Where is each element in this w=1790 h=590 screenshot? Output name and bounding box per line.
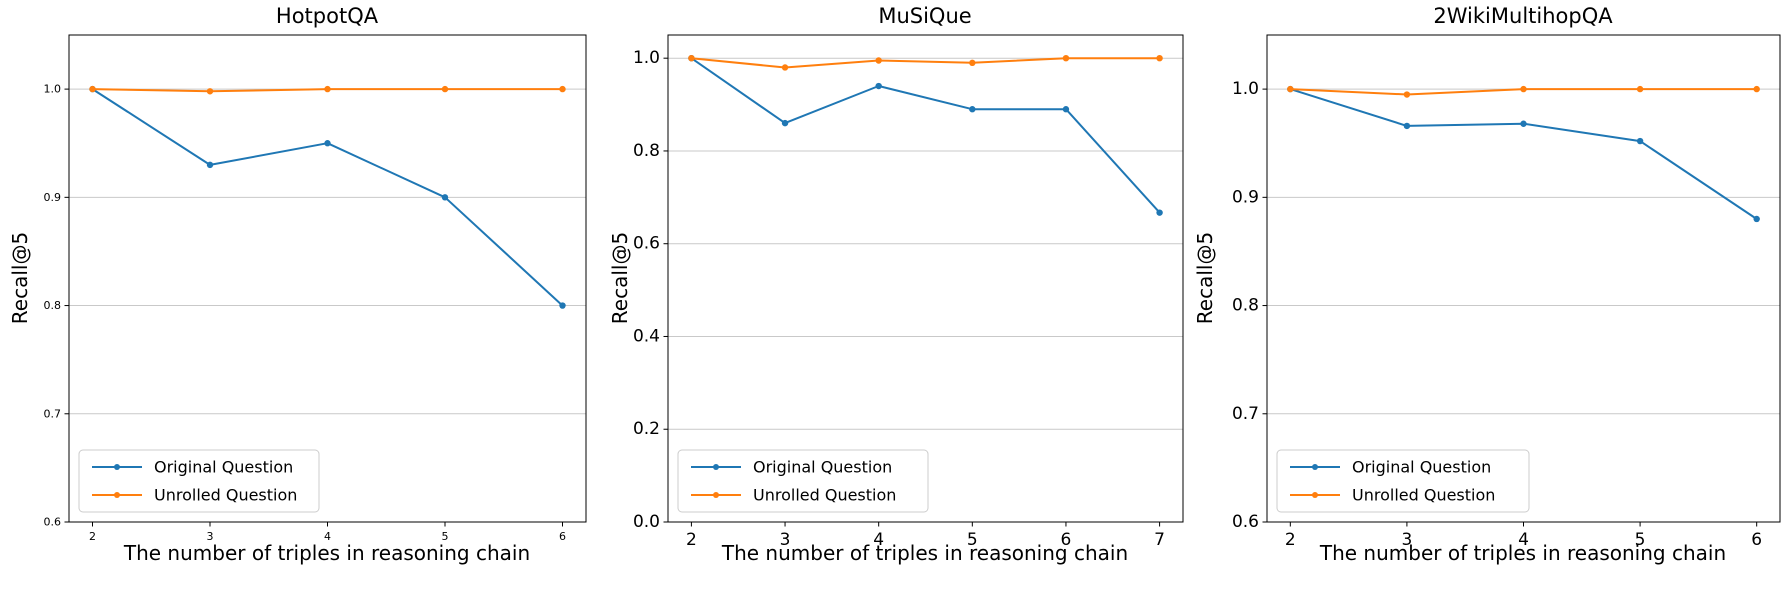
x-tick-label: 7	[1154, 530, 1165, 550]
y-tick-label: 0.6	[44, 516, 62, 529]
axes-frame	[1266, 34, 1781, 523]
x-tick-label: 2	[1285, 530, 1296, 550]
data-point-marker	[89, 85, 96, 93]
chart-title-hotpotqa: HotpotQA	[275, 4, 379, 28]
y-tick-label: 0.8	[44, 299, 62, 312]
legend-label: Original Question	[753, 458, 892, 477]
data-point-marker	[969, 106, 976, 113]
y-tick-label: 0.9	[1232, 187, 1259, 207]
data-point-marker	[1753, 85, 1760, 93]
legend-marker	[1312, 464, 1318, 470]
y-axis-label: Recall@5	[8, 231, 32, 325]
axes-frame	[68, 34, 587, 523]
legend-marker	[713, 464, 719, 470]
x-tick-label: 3	[207, 530, 214, 543]
legend-marker	[114, 492, 120, 498]
data-point-marker	[324, 85, 331, 93]
legend-marker	[713, 492, 719, 498]
y-tick-label: 1.0	[44, 83, 62, 96]
y-tick-label: 0.7	[1232, 404, 1259, 424]
data-point-marker	[206, 88, 214, 95]
subplot-2wikimultihopqa: 1.0 0.9 0.8 0.7 0.6 2 3 4 5 6 Original Question Unr…	[1232, 34, 1781, 550]
data-point-marker	[441, 85, 449, 93]
data-point-marker	[1403, 122, 1411, 130]
data-point-marker	[1403, 91, 1411, 98]
x-tick-label: 3	[1401, 530, 1412, 550]
data-point-marker	[1636, 137, 1644, 145]
x-tick-label: 5	[442, 530, 449, 543]
data-point-marker	[1636, 85, 1644, 93]
data-point-marker	[1287, 85, 1294, 93]
x-tick-label: 2	[89, 530, 96, 543]
y-tick-label: 1.0	[1232, 79, 1259, 99]
x-tick-label: 3	[780, 530, 791, 550]
data-point-marker	[969, 59, 976, 67]
data-point-marker	[1520, 85, 1527, 93]
y-axis-label: Recall@5	[1193, 231, 1217, 325]
legend-label: Original Question	[1352, 458, 1491, 477]
data-point-marker	[875, 57, 882, 64]
data-point-marker	[781, 119, 789, 127]
subplot-hotpotqa: 1.0 0.9 0.8 0.7 0.6 2 3 4 5 6 Original Question Unr…	[44, 34, 587, 543]
series-line-original	[1289, 88, 1758, 220]
x-axis-label: The number of triples in reasoning chain	[123, 541, 531, 565]
subplot-musique: 1.0 0.8 0.6 0.4 0.2 0.0 2 3 4 5 6 7 Original Questio…	[633, 34, 1184, 550]
axes-frame	[667, 34, 1184, 523]
data-point-marker	[559, 85, 566, 93]
x-tick-label: 4	[1518, 530, 1529, 550]
legend-marker	[1312, 492, 1318, 498]
chart-title-2wikimultihopqa: 2WikiMultihopQA	[1433, 4, 1613, 28]
legend-box	[78, 449, 320, 513]
data-point-marker	[324, 140, 331, 147]
x-axis-label: The number of triples in reasoning chain	[721, 541, 1129, 565]
y-tick-label: 0.8	[633, 141, 660, 161]
data-point-marker	[206, 161, 214, 169]
data-point-marker	[1062, 106, 1070, 113]
legend-label: Unrolled Question	[753, 486, 896, 505]
x-tick-label: 6	[1751, 530, 1762, 550]
x-tick-label: 5	[1635, 530, 1646, 550]
y-tick-label: 1.0	[633, 48, 660, 68]
y-tick-label: 0.0	[633, 512, 660, 532]
y-tick-label: 0.8	[1232, 296, 1259, 316]
legend-box	[1276, 449, 1530, 513]
x-tick-label: 6	[559, 530, 566, 543]
y-tick-label: 0.7	[44, 407, 62, 420]
data-point-marker	[688, 54, 695, 62]
y-axis-label: Recall@5	[608, 231, 632, 325]
legend-marker	[114, 464, 120, 470]
y-tick-label: 0.9	[44, 191, 62, 204]
data-point-marker	[1156, 209, 1163, 216]
x-tick-label: 4	[873, 530, 884, 550]
x-tick-label: 2	[686, 530, 697, 550]
legend-label: Original Question	[154, 458, 293, 477]
legend-label: Unrolled Question	[1352, 486, 1495, 505]
x-tick-label: 4	[324, 530, 331, 543]
series-line-unrolled	[691, 57, 1160, 69]
data-point-marker	[875, 82, 882, 90]
y-tick-label: 0.6	[633, 234, 660, 254]
y-tick-label: 0.6	[1232, 512, 1259, 532]
legend-box	[677, 449, 929, 513]
series-line-original	[690, 57, 1161, 214]
data-point-marker	[781, 64, 789, 71]
y-tick-label: 0.4	[633, 326, 660, 346]
data-point-marker	[1062, 54, 1070, 62]
legend-label: Unrolled Question	[154, 486, 297, 505]
chart-title-musique: MuSiQue	[878, 4, 972, 28]
y-tick-label: 0.2	[633, 419, 660, 439]
x-axis-label: The number of triples in reasoning chain	[1319, 541, 1727, 565]
data-point-marker	[1520, 120, 1527, 127]
data-point-marker	[1156, 54, 1163, 62]
data-point-marker	[559, 302, 566, 309]
x-tick-label: 6	[1061, 530, 1072, 550]
x-tick-label: 5	[967, 530, 978, 550]
data-point-marker	[1753, 215, 1760, 223]
data-point-marker	[441, 194, 449, 201]
